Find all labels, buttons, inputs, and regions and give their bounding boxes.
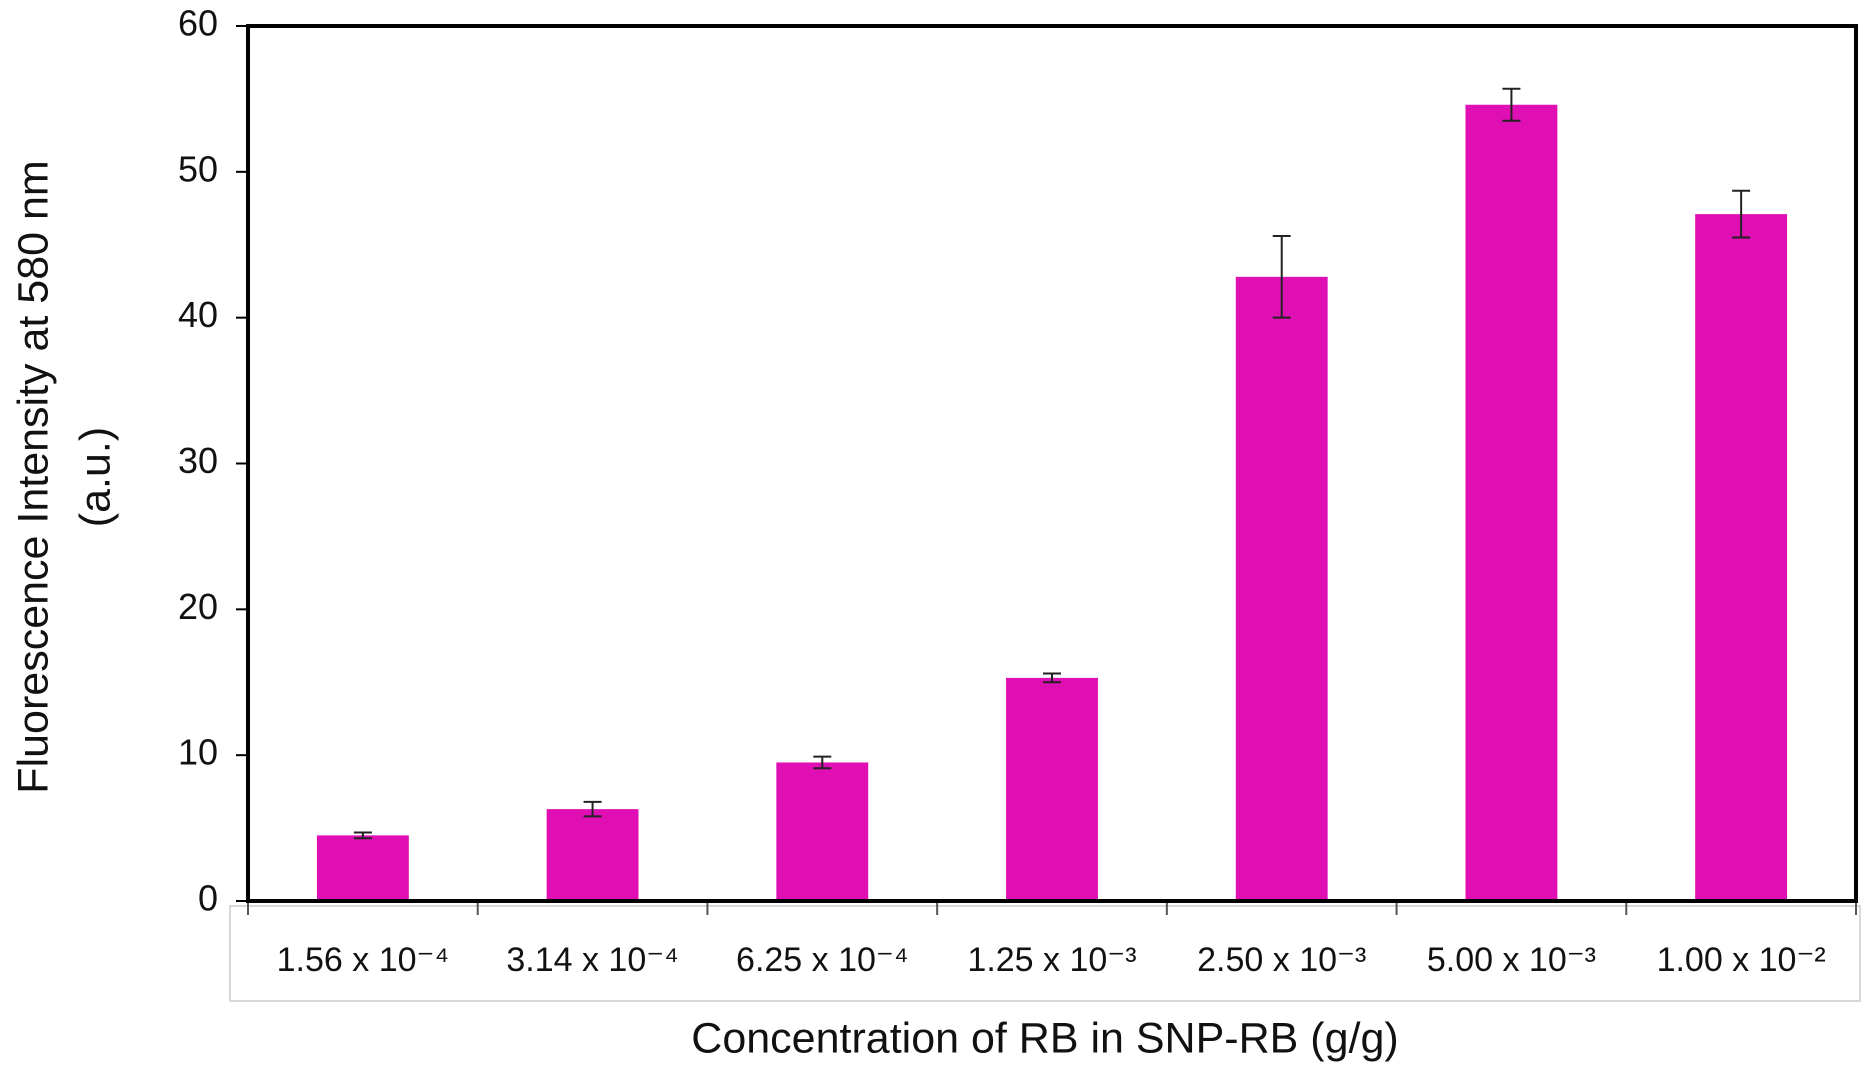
bar — [1695, 214, 1788, 901]
bar — [1006, 677, 1098, 901]
error-bar — [1502, 87, 1521, 122]
error-bar — [1732, 189, 1751, 239]
error-bar — [1272, 235, 1291, 319]
error-bar — [1043, 672, 1061, 684]
bar — [1235, 276, 1328, 901]
y-tick-label: 50 — [178, 148, 218, 189]
y-tick-label: 20 — [178, 586, 218, 627]
category-box — [229, 905, 1861, 1002]
x-tick-label: 1.25 x 10⁻³ — [967, 941, 1136, 979]
x-tick-label: 1.00 x 10⁻² — [1657, 941, 1826, 979]
x-tick-label: 1.56 x 10⁻⁴ — [277, 941, 449, 979]
y-axis-label: (a.u.) — [71, 427, 119, 527]
x-tick-label: 3.14 x 10⁻⁴ — [506, 941, 678, 979]
bar — [316, 835, 409, 901]
y-tick-label: 30 — [178, 440, 218, 481]
error-bar — [813, 755, 832, 770]
bar — [776, 762, 869, 901]
x-axis-label: Concentration of RB in SNP-RB (g/g) — [691, 1014, 1398, 1062]
bar — [546, 809, 639, 901]
y-axis-label: Fluorescence Intensity at 580 nm — [9, 160, 57, 793]
x-tick-label: 5.00 x 10⁻³ — [1427, 941, 1596, 979]
bar — [1465, 104, 1558, 901]
y-tick-label: 40 — [178, 294, 218, 335]
plot-frame — [246, 24, 1858, 903]
y-tick-label: 0 — [198, 878, 218, 919]
error-bar — [353, 831, 372, 840]
x-tick-label: 6.25 x 10⁻⁴ — [736, 941, 908, 979]
error-bar — [583, 800, 602, 818]
x-tick-label: 2.50 x 10⁻³ — [1197, 941, 1366, 979]
y-tick-label: 60 — [178, 3, 218, 44]
y-tick-label: 10 — [178, 732, 218, 773]
